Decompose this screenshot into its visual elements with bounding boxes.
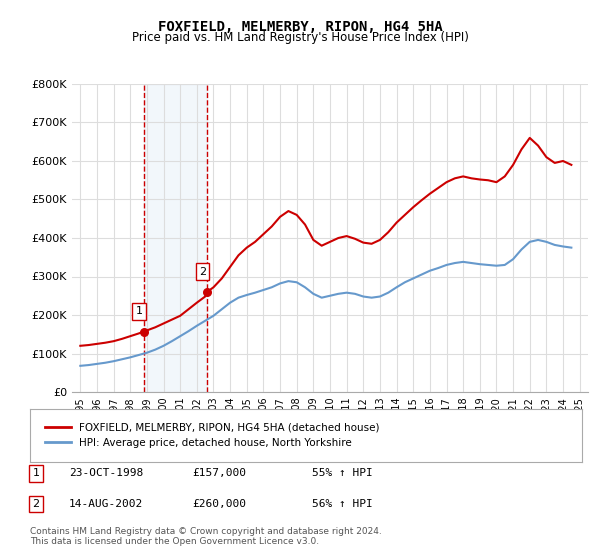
Text: 1: 1 [32, 468, 40, 478]
Text: 56% ↑ HPI: 56% ↑ HPI [312, 499, 373, 509]
Text: 1: 1 [136, 306, 142, 316]
Bar [144, 84, 207, 392]
Legend: FOXFIELD, MELMERBY, RIPON, HG4 5HA (detached house), HPI: Average price, detache: FOXFIELD, MELMERBY, RIPON, HG4 5HA (deta… [41, 419, 384, 452]
Text: 14-AUG-2002: 14-AUG-2002 [69, 499, 143, 509]
Text: 55% ↑ HPI: 55% ↑ HPI [312, 468, 373, 478]
Point [202, 287, 212, 296]
Text: Contains HM Land Registry data © Crown copyright and database right 2024.
This d: Contains HM Land Registry data © Crown c… [30, 526, 382, 546]
Text: FOXFIELD, MELMERBY, RIPON, HG4 5HA: FOXFIELD, MELMERBY, RIPON, HG4 5HA [158, 20, 442, 34]
Point [139, 327, 149, 336]
Text: £260,000: £260,000 [192, 499, 246, 509]
Text: 2: 2 [199, 267, 206, 277]
Text: Price paid vs. HM Land Registry's House Price Index (HPI): Price paid vs. HM Land Registry's House … [131, 31, 469, 44]
Text: 2: 2 [32, 499, 40, 509]
Text: 23-OCT-1998: 23-OCT-1998 [69, 468, 143, 478]
Text: £157,000: £157,000 [192, 468, 246, 478]
